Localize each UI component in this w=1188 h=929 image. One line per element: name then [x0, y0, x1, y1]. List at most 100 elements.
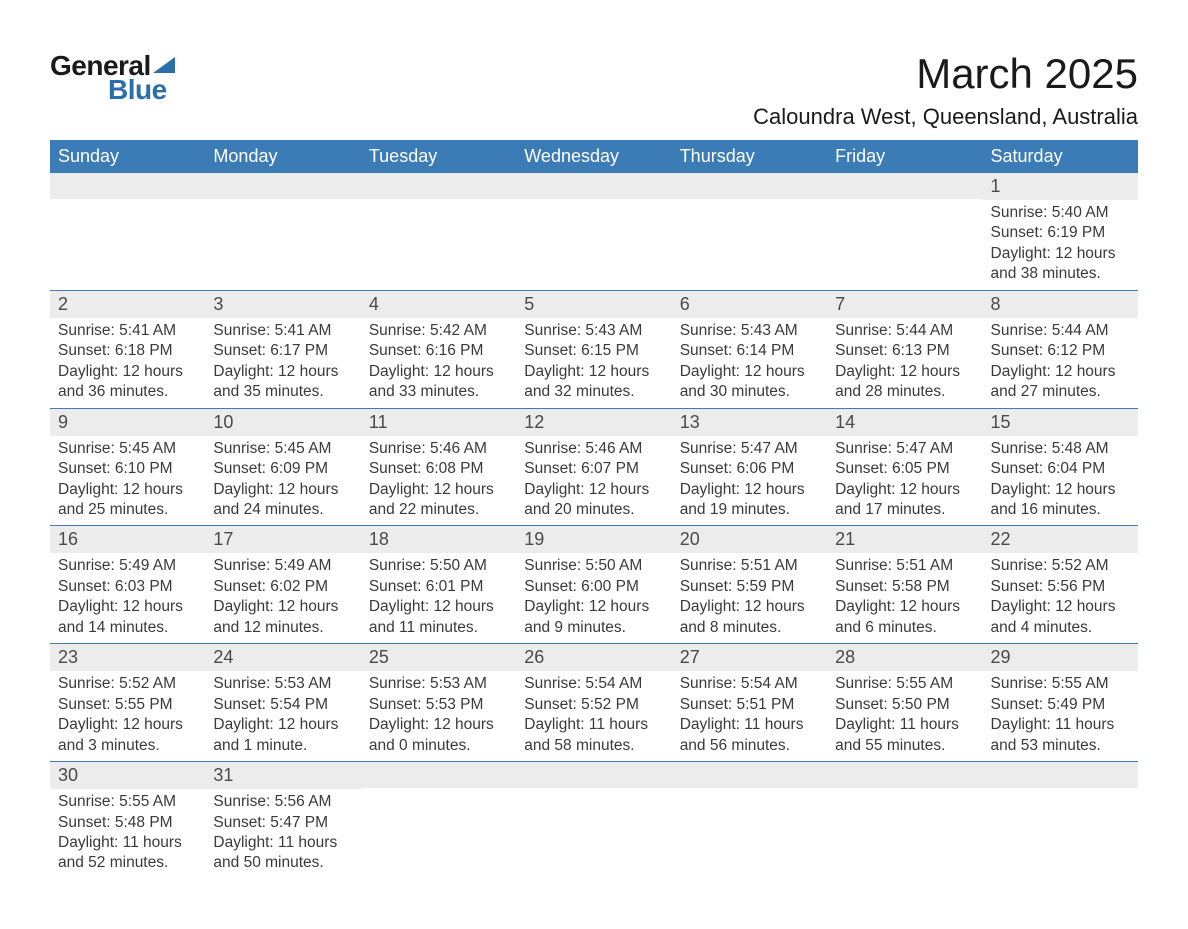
month-title: March 2025 — [753, 50, 1138, 98]
daylight-text: Daylight: 11 hours and 58 minutes. — [524, 715, 663, 756]
calendar-cell: 31Sunrise: 5:56 AMSunset: 5:47 PMDayligh… — [205, 762, 360, 879]
day-content: Sunrise: 5:46 AMSunset: 6:07 PMDaylight:… — [516, 436, 671, 526]
sunrise-text: Sunrise: 5:42 AM — [369, 321, 508, 341]
sunset-text: Sunset: 6:15 PM — [524, 341, 663, 361]
calendar-table: Sunday Monday Tuesday Wednesday Thursday… — [50, 140, 1138, 879]
sunset-text: Sunset: 5:52 PM — [524, 695, 663, 715]
day-header-row: Sunday Monday Tuesday Wednesday Thursday… — [50, 140, 1138, 173]
day-content — [361, 199, 516, 279]
day-number: 12 — [516, 409, 671, 436]
daylight-text: Daylight: 12 hours and 14 minutes. — [58, 597, 197, 638]
day-content: Sunrise: 5:49 AMSunset: 6:02 PMDaylight:… — [205, 553, 360, 643]
daylight-text: Daylight: 12 hours and 12 minutes. — [213, 597, 352, 638]
week-row: 30Sunrise: 5:55 AMSunset: 5:48 PMDayligh… — [50, 762, 1138, 879]
calendar-cell — [983, 762, 1138, 879]
calendar-cell — [361, 762, 516, 879]
day-number: 2 — [50, 291, 205, 318]
calendar-cell — [50, 173, 205, 290]
sunset-text: Sunset: 6:05 PM — [835, 459, 974, 479]
sunrise-text: Sunrise: 5:45 AM — [213, 439, 352, 459]
logo: General Blue — [50, 50, 175, 106]
sunset-text: Sunset: 6:06 PM — [680, 459, 819, 479]
day-content — [516, 788, 671, 868]
sunset-text: Sunset: 6:14 PM — [680, 341, 819, 361]
day-number — [827, 762, 982, 788]
day-content: Sunrise: 5:53 AMSunset: 5:53 PMDaylight:… — [361, 671, 516, 761]
day-content: Sunrise: 5:53 AMSunset: 5:54 PMDaylight:… — [205, 671, 360, 761]
sunset-text: Sunset: 6:01 PM — [369, 577, 508, 597]
sunset-text: Sunset: 6:07 PM — [524, 459, 663, 479]
sunrise-text: Sunrise: 5:49 AM — [58, 556, 197, 576]
day-content: Sunrise: 5:45 AMSunset: 6:10 PMDaylight:… — [50, 436, 205, 526]
day-number: 17 — [205, 526, 360, 553]
day-number: 9 — [50, 409, 205, 436]
logo-text-blue: Blue — [108, 74, 167, 106]
day-content: Sunrise: 5:55 AMSunset: 5:49 PMDaylight:… — [983, 671, 1138, 761]
sunrise-text: Sunrise: 5:52 AM — [991, 556, 1130, 576]
sunset-text: Sunset: 5:56 PM — [991, 577, 1130, 597]
sunset-text: Sunset: 5:49 PM — [991, 695, 1130, 715]
day-number: 4 — [361, 291, 516, 318]
daylight-text: Daylight: 12 hours and 33 minutes. — [369, 362, 508, 403]
calendar-cell — [827, 762, 982, 879]
day-number: 7 — [827, 291, 982, 318]
day-content: Sunrise: 5:47 AMSunset: 6:05 PMDaylight:… — [827, 436, 982, 526]
location: Caloundra West, Queensland, Australia — [753, 104, 1138, 130]
day-number: 8 — [983, 291, 1138, 318]
day-header-wednesday: Wednesday — [516, 140, 671, 173]
header: General Blue March 2025 Caloundra West, … — [50, 50, 1138, 130]
daylight-text: Daylight: 12 hours and 35 minutes. — [213, 362, 352, 403]
day-content: Sunrise: 5:52 AMSunset: 5:56 PMDaylight:… — [983, 553, 1138, 643]
week-row: 23Sunrise: 5:52 AMSunset: 5:55 PMDayligh… — [50, 644, 1138, 762]
sunset-text: Sunset: 6:13 PM — [835, 341, 974, 361]
daylight-text: Daylight: 11 hours and 56 minutes. — [680, 715, 819, 756]
week-row: 9Sunrise: 5:45 AMSunset: 6:10 PMDaylight… — [50, 408, 1138, 526]
day-number: 5 — [516, 291, 671, 318]
daylight-text: Daylight: 11 hours and 52 minutes. — [58, 833, 197, 874]
daylight-text: Daylight: 12 hours and 32 minutes. — [524, 362, 663, 403]
sunrise-text: Sunrise: 5:53 AM — [369, 674, 508, 694]
sunset-text: Sunset: 6:09 PM — [213, 459, 352, 479]
day-content: Sunrise: 5:44 AMSunset: 6:13 PMDaylight:… — [827, 318, 982, 408]
calendar-cell: 10Sunrise: 5:45 AMSunset: 6:09 PMDayligh… — [205, 408, 360, 526]
calendar-cell — [205, 173, 360, 290]
day-content — [361, 788, 516, 868]
day-content — [983, 788, 1138, 868]
day-number — [361, 762, 516, 788]
calendar-cell: 9Sunrise: 5:45 AMSunset: 6:10 PMDaylight… — [50, 408, 205, 526]
sunrise-text: Sunrise: 5:46 AM — [369, 439, 508, 459]
calendar-cell: 26Sunrise: 5:54 AMSunset: 5:52 PMDayligh… — [516, 644, 671, 762]
day-number: 22 — [983, 526, 1138, 553]
daylight-text: Daylight: 11 hours and 50 minutes. — [213, 833, 352, 874]
sunset-text: Sunset: 6:02 PM — [213, 577, 352, 597]
sunrise-text: Sunrise: 5:49 AM — [213, 556, 352, 576]
calendar-cell: 15Sunrise: 5:48 AMSunset: 6:04 PMDayligh… — [983, 408, 1138, 526]
sunset-text: Sunset: 5:47 PM — [213, 813, 352, 833]
sunrise-text: Sunrise: 5:55 AM — [835, 674, 974, 694]
day-number: 16 — [50, 526, 205, 553]
day-number: 24 — [205, 644, 360, 671]
day-content — [205, 199, 360, 279]
title-area: March 2025 Caloundra West, Queensland, A… — [753, 50, 1138, 130]
daylight-text: Daylight: 12 hours and 9 minutes. — [524, 597, 663, 638]
day-number — [205, 173, 360, 199]
sunset-text: Sunset: 5:51 PM — [680, 695, 819, 715]
sunset-text: Sunset: 6:17 PM — [213, 341, 352, 361]
week-row: 1Sunrise: 5:40 AMSunset: 6:19 PMDaylight… — [50, 173, 1138, 290]
day-content: Sunrise: 5:43 AMSunset: 6:14 PMDaylight:… — [672, 318, 827, 408]
calendar-cell — [827, 173, 982, 290]
calendar-cell: 19Sunrise: 5:50 AMSunset: 6:00 PMDayligh… — [516, 526, 671, 644]
sunrise-text: Sunrise: 5:43 AM — [524, 321, 663, 341]
day-number: 21 — [827, 526, 982, 553]
day-header-sunday: Sunday — [50, 140, 205, 173]
calendar-cell: 12Sunrise: 5:46 AMSunset: 6:07 PMDayligh… — [516, 408, 671, 526]
day-number — [361, 173, 516, 199]
day-number — [827, 173, 982, 199]
sunrise-text: Sunrise: 5:50 AM — [369, 556, 508, 576]
calendar-cell: 2Sunrise: 5:41 AMSunset: 6:18 PMDaylight… — [50, 290, 205, 408]
day-content — [672, 199, 827, 279]
sunset-text: Sunset: 5:58 PM — [835, 577, 974, 597]
day-number: 25 — [361, 644, 516, 671]
sunrise-text: Sunrise: 5:55 AM — [991, 674, 1130, 694]
day-number — [672, 762, 827, 788]
